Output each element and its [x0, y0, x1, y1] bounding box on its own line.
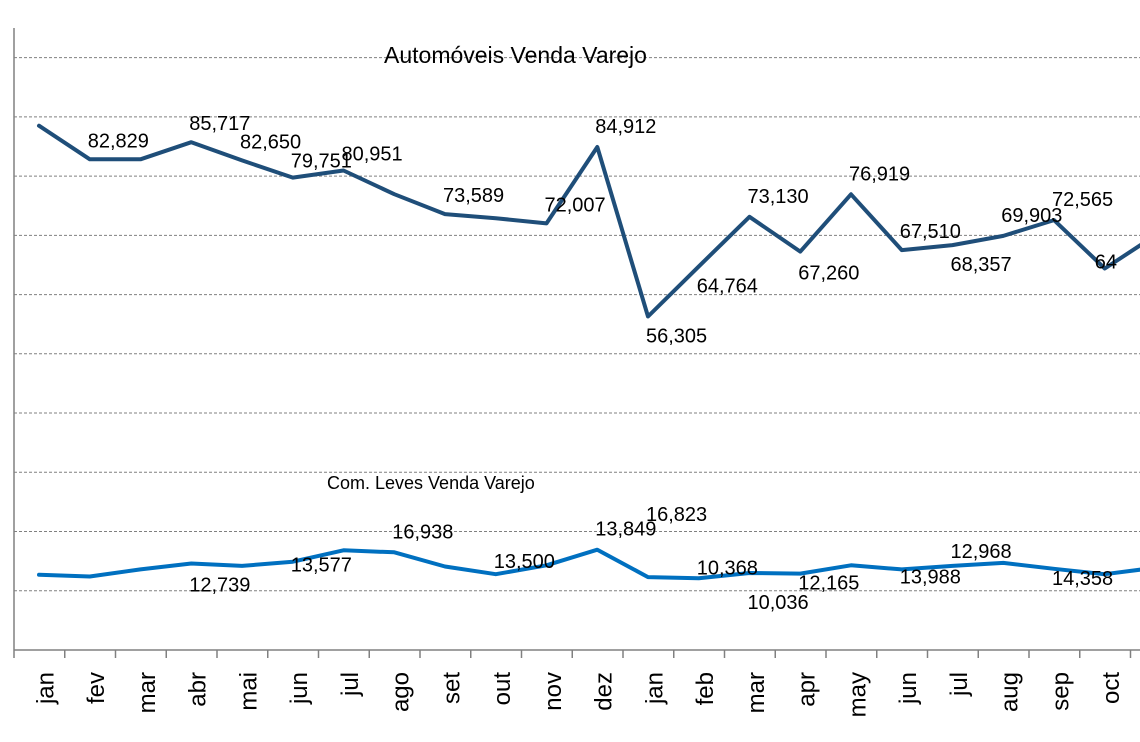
data-label: 80,951 — [342, 143, 403, 165]
gridlines — [14, 57, 1140, 592]
x-tick-label: jun — [286, 672, 313, 705]
x-tick-label: feb — [692, 672, 719, 705]
x-tick-label: sep — [1047, 672, 1074, 711]
data-label: 10,036 — [748, 592, 809, 614]
data-label: 67,510 — [900, 221, 961, 243]
data-label: 73,589 — [443, 185, 504, 207]
series-title-automoveis: Automóveis Venda Varejo — [384, 42, 647, 68]
data-label: 13,849 — [595, 519, 656, 541]
x-tick-label: mar — [134, 672, 161, 713]
data-label: 12,165 — [798, 573, 859, 595]
series-line-automoveis — [37, 123, 1140, 319]
data-label: 16,938 — [392, 521, 453, 543]
data-label: 82,829 — [88, 130, 149, 152]
data-label: 56,305 — [646, 325, 707, 347]
data-label: 14,358 — [1052, 568, 1113, 590]
data-label: 10,368 — [697, 557, 758, 579]
data-label: 85,717 — [189, 113, 250, 135]
x-tick-label: may — [844, 672, 871, 717]
data-label: 12,739 — [189, 575, 250, 597]
data-label: 69,903 — [1001, 205, 1062, 227]
x-tick-label: oct — [1098, 672, 1125, 704]
x-tick-label: apr — [794, 672, 821, 707]
x-tick-label: jul — [337, 672, 364, 697]
data-label: 68,357 — [951, 254, 1012, 276]
x-tick-label: jan — [32, 672, 59, 705]
data-label: 76,919 — [849, 163, 910, 185]
x-tick-label: set — [438, 672, 465, 704]
data-label: 73,130 — [748, 186, 809, 208]
x-tick-label: aug — [997, 672, 1024, 712]
x-tick-label: abr — [185, 672, 212, 707]
data-label: 64 — [1095, 252, 1117, 274]
data-label: 82,650 — [240, 131, 301, 153]
x-tick-label: ago — [388, 672, 415, 712]
data-label: 12,968 — [951, 541, 1012, 563]
data-label: 16,823 — [646, 504, 707, 526]
data-label: 13,500 — [494, 551, 555, 573]
series-title-com-leves: Com. Leves Venda Varejo — [327, 473, 535, 493]
series-lines — [37, 123, 1140, 581]
data-label: 64,764 — [697, 275, 758, 297]
data-label: 79,751 — [291, 151, 352, 173]
x-tick-label: jan — [641, 672, 668, 705]
data-label: 13,577 — [291, 555, 352, 577]
x-tick-label: jun — [895, 672, 922, 705]
data-label: 13,988 — [900, 566, 961, 588]
x-tick-label: nov — [540, 672, 567, 711]
data-label: 67,260 — [798, 263, 859, 285]
series-line-com-leves — [37, 547, 1140, 581]
data-label: 72,007 — [545, 194, 606, 216]
data-label: 72,565 — [1052, 189, 1113, 211]
x-tick-label: out — [489, 672, 516, 706]
data-label: 84,912 — [595, 116, 656, 138]
x-tick-label: mai — [235, 672, 262, 711]
x-tick-label: fev — [83, 672, 110, 704]
x-tick-label: dez — [591, 672, 618, 711]
x-tick-label: jul — [946, 672, 973, 697]
x-tick-label: mar — [743, 672, 770, 713]
x-ticks: jan fev mar abr mai jun jul ago set out nov dez jan f… — [13, 650, 1132, 717]
